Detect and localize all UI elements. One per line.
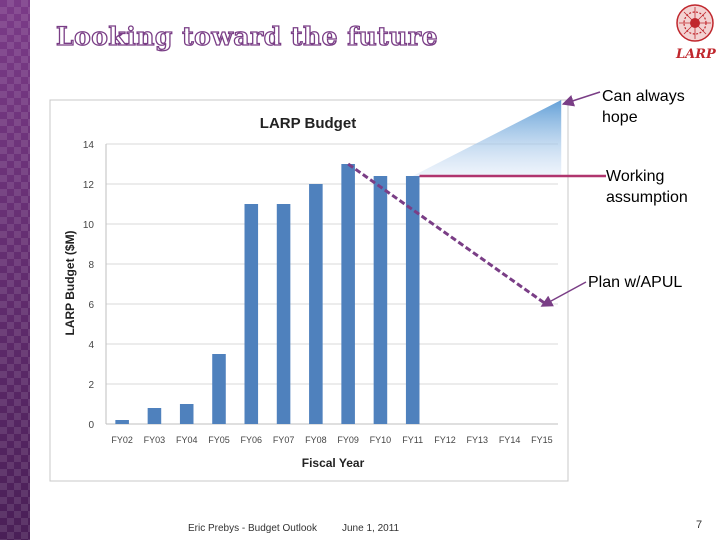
bar-fy03 <box>147 408 162 424</box>
x-tick-label: FY02 <box>111 435 133 445</box>
overlays <box>347 91 606 307</box>
y-tick-label: 4 <box>88 340 94 351</box>
bar-fy06 <box>244 204 259 424</box>
x-tick-label: FY03 <box>144 435 166 445</box>
y-tick-label: 6 <box>88 300 94 311</box>
bar-fy07 <box>276 204 291 424</box>
annotation-hope: Can always hope <box>602 88 685 126</box>
x-axis-label: Fiscal Year <box>302 456 365 470</box>
y-tick-labels: 0 2 4 6 8 10 12 14 <box>83 140 95 431</box>
x-tick-labels: FY02 FY03 FY04 FY05 FY06 FY07 FY08 FY09 FY10 FY11… <box>111 435 552 445</box>
x-tick-label: FY05 <box>208 435 230 445</box>
plan-apul-line <box>347 162 547 306</box>
logo-text: LARP <box>676 47 716 62</box>
x-tick-label: FY07 <box>273 435 295 445</box>
bars <box>115 164 420 424</box>
y-tick-label: 0 <box>88 420 94 431</box>
sidebar-decoration <box>0 0 30 540</box>
x-tick-label: FY15 <box>531 435 553 445</box>
x-tick-label: FY04 <box>176 435 198 445</box>
x-tick-label: FY06 <box>241 435 263 445</box>
y-axis-label: LARP Budget ($M) <box>63 230 77 335</box>
x-tick-label: FY10 <box>370 435 392 445</box>
larp-logo-icon <box>676 4 714 42</box>
x-tick-label: FY11 <box>402 435 423 445</box>
bar-fy05 <box>212 354 226 424</box>
hope-wedge <box>412 100 562 176</box>
x-tick-label: FY12 <box>434 435 456 445</box>
bar-fy11 <box>405 176 420 424</box>
y-tick-label: 8 <box>88 260 94 271</box>
bar-fy09 <box>341 164 355 424</box>
y-tick-label: 2 <box>88 380 94 391</box>
page-number: 7 <box>696 519 703 531</box>
annotation-plan-apul: Plan w/APUL <box>588 274 683 291</box>
x-tick-label: FY09 <box>337 435 359 445</box>
x-tick-label: FY08 <box>305 435 327 445</box>
y-tick-label: 10 <box>83 220 95 231</box>
footer-date: June 1, 2011 <box>342 523 400 534</box>
hope-arrow <box>561 91 601 107</box>
x-tick-label: FY13 <box>467 435 489 445</box>
y-tick-label: 14 <box>83 140 95 151</box>
bar-fy08 <box>309 184 323 424</box>
y-tick-label: 12 <box>83 180 95 191</box>
annotation-working-assumption: Working assumption <box>606 168 688 206</box>
plan-apul-arrow <box>540 281 587 307</box>
bar-fy10 <box>373 176 388 424</box>
bar-fy04 <box>179 404 194 424</box>
footer-author: Eric Prebys - Budget Outlook <box>188 523 317 534</box>
chart-title: LARP Budget <box>260 115 356 132</box>
slide-title: Looking toward the future <box>55 21 438 51</box>
bar-fy02 <box>115 420 129 424</box>
x-tick-label: FY14 <box>499 435 521 445</box>
